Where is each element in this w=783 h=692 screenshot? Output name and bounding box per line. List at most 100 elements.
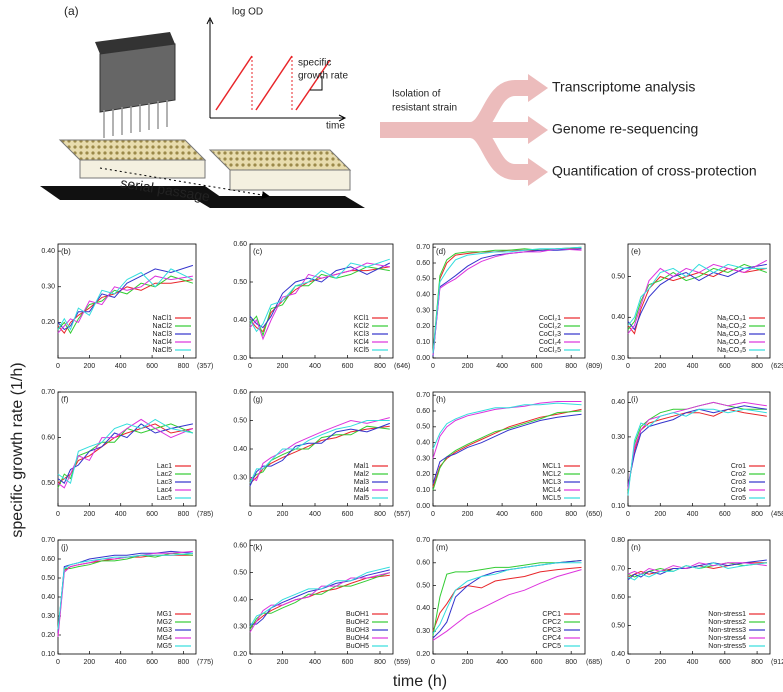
x-tick-label: 600 (531, 511, 543, 518)
chart-panel: 0.300.400.500.600200400600800(557)(g)Mal… (233, 389, 410, 518)
x-tick-label: 800 (565, 511, 577, 518)
slope-label: growth rate (298, 71, 348, 82)
y-tick-label: 0.40 (233, 597, 247, 604)
x-tick-label: 800 (751, 363, 763, 370)
panel-label: (d) (436, 247, 446, 256)
legend-label: Non-stress1 (708, 611, 746, 618)
y-tick-label: 0.70 (416, 244, 430, 251)
figure: (a) serial passage log OD time specific … (0, 0, 783, 692)
x-tick-label: 200 (654, 363, 666, 370)
x-tick-label: 200 (277, 511, 289, 518)
legend-label: Mal5 (354, 495, 369, 502)
y-tick-label: 0.60 (416, 560, 430, 567)
y-tick-label: 0.20 (416, 651, 430, 658)
y-tick-label: 0.50 (41, 480, 55, 487)
x-end-label: (650) (586, 511, 602, 518)
y-tick-label: 0.60 (41, 556, 55, 563)
x-tick-label: 600 (342, 363, 354, 370)
isolation-label: resistant strain (392, 103, 457, 114)
series-line (58, 269, 193, 330)
x-tick-label: 800 (178, 659, 190, 666)
plot-frame (433, 244, 585, 358)
x-tick-label: 800 (751, 511, 763, 518)
x-tick-label: 400 (687, 511, 699, 518)
x-tick-label: 800 (565, 363, 577, 370)
x-tick-label: 200 (462, 363, 474, 370)
y-tick-label: 0.40 (41, 248, 55, 255)
legend-label: Na₂CO₃2 (717, 323, 746, 330)
y-tick-label: 0.50 (416, 582, 430, 589)
legend-label: Cro1 (731, 463, 746, 470)
legend-label: MG3 (157, 627, 172, 634)
y-tick-label: 0.60 (233, 389, 247, 396)
y-tick-label: 0.00 (416, 355, 430, 362)
x-end-label: (646) (394, 363, 410, 370)
y-tick-label: 0.70 (41, 537, 55, 544)
x-tick-label: 800 (178, 511, 190, 518)
legend-label: Lac1 (157, 463, 172, 470)
x-end-label: (557) (394, 511, 410, 518)
x-axis-title: time (h) (393, 673, 447, 690)
y-tick-label: 0.60 (416, 408, 430, 415)
legend-label: CoCl₂3 (539, 331, 561, 338)
x-end-label: (458) (771, 511, 783, 518)
x-tick-label: 400 (687, 363, 699, 370)
x-tick-label: 200 (277, 659, 289, 666)
legend-label: Non-stress5 (708, 643, 746, 650)
x-tick-label: 200 (84, 659, 96, 666)
y-tick-label: 0.30 (416, 628, 430, 635)
x-tick-label: 200 (277, 363, 289, 370)
x-tick-label: 800 (374, 511, 386, 518)
legend-label: Na₂CO₃3 (717, 331, 746, 338)
plot-frame (628, 244, 770, 358)
legend-label: NaCl4 (153, 339, 173, 346)
y-tick-label: 0.40 (41, 594, 55, 601)
plate (60, 140, 205, 160)
y-tick-label: 0.70 (611, 565, 625, 572)
plot-frame (58, 392, 196, 506)
y-tick-label: 0.40 (416, 440, 430, 447)
x-tick-label: 600 (146, 363, 158, 370)
x-end-label: (775) (197, 659, 213, 666)
chart-panel: 0.000.100.200.300.400.500.600.7002004006… (416, 244, 602, 370)
x-tick-label: 400 (309, 659, 321, 666)
legend-label: MCL5 (542, 495, 561, 502)
panel-a: (a) serial passage log OD time specific … (40, 4, 757, 208)
flow-arrow (380, 88, 530, 172)
legend-label: CPC5 (542, 643, 561, 650)
y-tick-label: 0.50 (611, 273, 625, 280)
legend-label: Non-stress2 (708, 619, 746, 626)
y-tick-label: 0.70 (41, 389, 55, 396)
panel-label: (c) (253, 247, 263, 256)
outcome: Transcriptome analysis (552, 79, 695, 95)
y-tick-label: 0.10 (416, 339, 430, 346)
legend-label: Lac2 (157, 471, 172, 478)
chart-panel: 0.300.400.500.600200400600800(646)(c)KCl… (233, 241, 410, 370)
inset-x-label: time (326, 121, 345, 132)
legend-label: BuOH2 (346, 619, 369, 626)
chart-panel: 0.100.200.300.400.500.600.70020040060080… (41, 537, 213, 666)
outcome: Quantification of cross-protection (552, 163, 757, 179)
legend-label: BuOH1 (346, 611, 369, 618)
y-tick-label: 0.30 (416, 307, 430, 314)
legend-label: BuOH4 (346, 635, 369, 642)
plot-frame (58, 244, 196, 358)
legend-label: KCl2 (354, 323, 369, 330)
series-line (58, 419, 193, 483)
legend-label: NaCl1 (153, 315, 173, 322)
panel-label: (b) (61, 247, 71, 256)
x-tick-label: 0 (56, 659, 60, 666)
panel-label: (g) (253, 395, 263, 404)
y-tick-label: 0.60 (233, 241, 247, 248)
x-tick-label: 600 (719, 659, 731, 666)
legend-label: CoCl₂5 (539, 347, 561, 354)
legend-label: Mal1 (354, 463, 369, 470)
x-tick-label: 0 (56, 511, 60, 518)
y-tick-label: 0.30 (611, 355, 625, 362)
y-tick-label: 0.50 (233, 569, 247, 576)
y-tick-label: 0.50 (611, 622, 625, 629)
plot-frame (628, 540, 770, 654)
